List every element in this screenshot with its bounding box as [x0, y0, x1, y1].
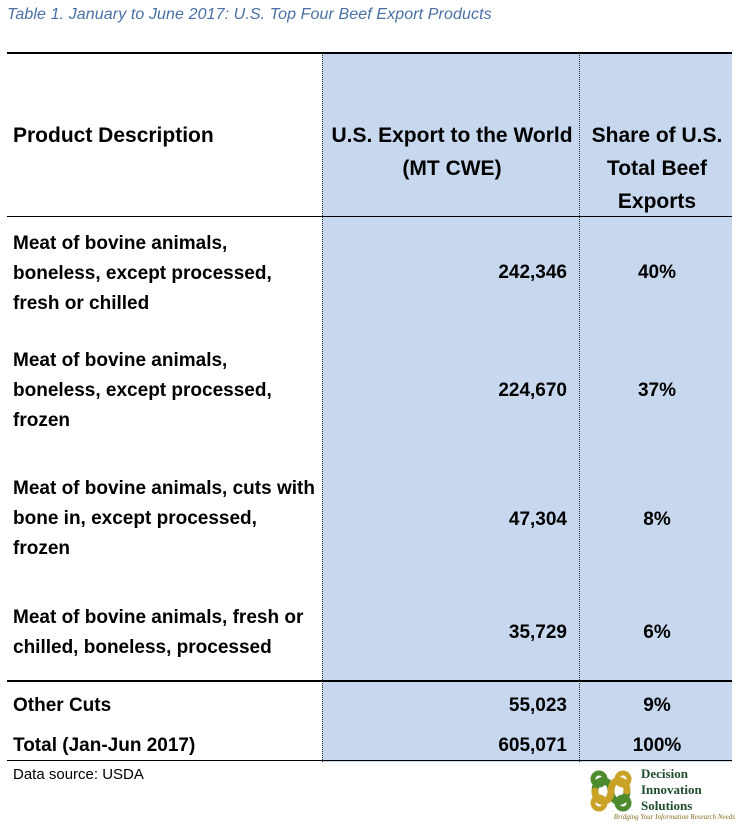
- total-description: Total (Jan-Jun 2017): [13, 735, 196, 756]
- row-share-value: 40%: [637, 262, 677, 283]
- row-export-value: 242,346: [498, 262, 567, 283]
- row-share-value: 9%: [643, 695, 671, 716]
- row-share-value: 6%: [643, 622, 671, 643]
- table-top-rule: [7, 52, 732, 54]
- row-export-value: 35,729: [508, 622, 567, 643]
- table-bottom-rule: [7, 760, 732, 761]
- logo-knot-icon: [590, 770, 632, 812]
- row-description: Meat of bovine animals, boneless, except…: [13, 350, 272, 431]
- logo-name: Decision Innovation Solutions: [641, 766, 702, 813]
- company-logo: Decision Innovation Solutions Bridging Y…: [585, 765, 735, 831]
- data-source-note: Data source: USDA: [13, 766, 144, 783]
- beef-exports-table: Product Description U.S. Export to the W…: [7, 52, 732, 762]
- header-share: Share of U.S. Total Beef Exports: [591, 124, 723, 213]
- highlight-background: [322, 52, 732, 762]
- row-export-value: 224,670: [498, 380, 567, 401]
- column-divider: [579, 52, 580, 762]
- subtotal-rule: [7, 680, 732, 682]
- row-description: Meat of bovine animals, fresh or chilled…: [13, 607, 304, 658]
- row-description: Meat of bovine animals, boneless, except…: [13, 233, 272, 314]
- table-caption: Table 1. January to June 2017: U.S. Top …: [7, 6, 492, 23]
- row-share-value: 37%: [637, 380, 677, 401]
- row-description: Meat of bovine animals, cuts with bone i…: [13, 478, 315, 559]
- row-share-value: 8%: [643, 509, 671, 530]
- header-product-description: Product Description: [13, 124, 214, 147]
- column-divider: [322, 52, 323, 762]
- total-export-value: 605,071: [498, 735, 567, 756]
- logo-tagline: Bridging Your Information Research Needs: [613, 813, 735, 821]
- header-export-volume: U.S. Export to the World (MT CWE): [331, 124, 573, 180]
- header-rule: [7, 216, 732, 217]
- total-share-value: 100%: [632, 735, 682, 756]
- row-export-value: 47,304: [508, 509, 567, 530]
- row-export-value: 55,023: [508, 695, 567, 716]
- row-description: Other Cuts: [13, 695, 112, 716]
